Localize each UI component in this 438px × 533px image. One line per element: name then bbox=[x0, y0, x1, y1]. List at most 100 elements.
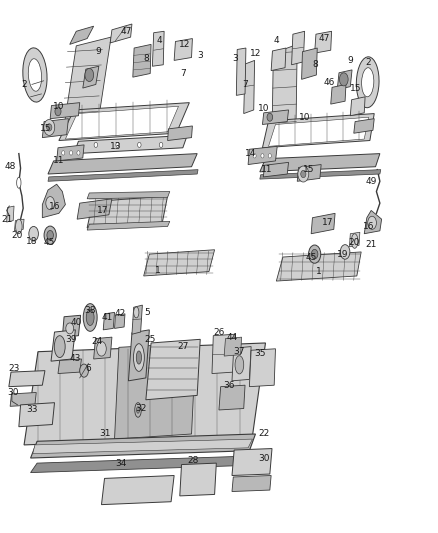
Text: 15: 15 bbox=[303, 165, 315, 174]
Polygon shape bbox=[115, 343, 196, 439]
Polygon shape bbox=[7, 206, 14, 222]
Polygon shape bbox=[50, 103, 80, 119]
Polygon shape bbox=[103, 312, 115, 330]
Text: 15: 15 bbox=[40, 124, 52, 133]
Polygon shape bbox=[232, 475, 271, 491]
Polygon shape bbox=[58, 359, 81, 374]
Polygon shape bbox=[87, 191, 170, 199]
Polygon shape bbox=[144, 250, 215, 276]
Text: 34: 34 bbox=[115, 458, 126, 467]
Text: 5: 5 bbox=[144, 308, 150, 317]
Polygon shape bbox=[146, 340, 200, 400]
Text: 2: 2 bbox=[21, 80, 27, 89]
Text: 45: 45 bbox=[44, 238, 55, 247]
Text: 40: 40 bbox=[71, 318, 82, 327]
Polygon shape bbox=[168, 126, 192, 141]
Text: 13: 13 bbox=[110, 142, 121, 151]
Ellipse shape bbox=[267, 113, 273, 121]
Text: 17: 17 bbox=[322, 219, 333, 227]
Polygon shape bbox=[337, 70, 352, 90]
Polygon shape bbox=[260, 154, 380, 172]
Polygon shape bbox=[237, 48, 246, 95]
Polygon shape bbox=[42, 119, 68, 138]
Polygon shape bbox=[33, 439, 252, 454]
Ellipse shape bbox=[362, 68, 374, 97]
Polygon shape bbox=[63, 37, 111, 132]
Ellipse shape bbox=[308, 245, 321, 263]
Polygon shape bbox=[224, 337, 241, 356]
Ellipse shape bbox=[94, 142, 98, 148]
Text: 21: 21 bbox=[2, 215, 13, 224]
Polygon shape bbox=[83, 66, 99, 88]
Polygon shape bbox=[48, 154, 197, 174]
Ellipse shape bbox=[138, 142, 141, 148]
Text: 47: 47 bbox=[318, 34, 330, 43]
Polygon shape bbox=[14, 219, 24, 231]
Ellipse shape bbox=[47, 230, 53, 240]
Polygon shape bbox=[74, 135, 187, 154]
Ellipse shape bbox=[351, 234, 358, 248]
Ellipse shape bbox=[235, 356, 244, 374]
Polygon shape bbox=[128, 330, 149, 381]
Polygon shape bbox=[19, 402, 54, 427]
Polygon shape bbox=[9, 370, 45, 386]
Ellipse shape bbox=[77, 151, 80, 155]
Text: 8: 8 bbox=[143, 54, 149, 63]
Polygon shape bbox=[302, 48, 317, 79]
Ellipse shape bbox=[62, 151, 65, 155]
Polygon shape bbox=[77, 199, 112, 219]
Ellipse shape bbox=[17, 177, 21, 188]
Polygon shape bbox=[260, 169, 381, 179]
Polygon shape bbox=[297, 165, 321, 181]
Ellipse shape bbox=[339, 73, 348, 86]
Ellipse shape bbox=[97, 342, 106, 356]
Polygon shape bbox=[232, 449, 272, 475]
Polygon shape bbox=[263, 163, 289, 177]
Polygon shape bbox=[115, 314, 125, 328]
Text: 3: 3 bbox=[232, 54, 238, 63]
Text: 37: 37 bbox=[233, 347, 245, 356]
Ellipse shape bbox=[16, 219, 22, 234]
Polygon shape bbox=[244, 60, 254, 114]
Polygon shape bbox=[174, 38, 192, 60]
Text: 31: 31 bbox=[99, 430, 110, 439]
Text: 1: 1 bbox=[316, 267, 322, 276]
Text: 15: 15 bbox=[350, 84, 361, 93]
Ellipse shape bbox=[46, 197, 54, 209]
Polygon shape bbox=[249, 349, 276, 386]
Ellipse shape bbox=[28, 59, 42, 91]
Ellipse shape bbox=[55, 107, 61, 116]
Text: 2: 2 bbox=[365, 58, 371, 67]
Ellipse shape bbox=[298, 166, 309, 182]
Polygon shape bbox=[271, 48, 286, 70]
Text: 3: 3 bbox=[198, 51, 203, 60]
Polygon shape bbox=[31, 434, 255, 458]
Text: 17: 17 bbox=[97, 206, 108, 215]
Ellipse shape bbox=[134, 307, 139, 318]
Text: 20: 20 bbox=[348, 238, 360, 247]
Text: 26: 26 bbox=[213, 328, 225, 336]
Ellipse shape bbox=[136, 351, 141, 364]
Text: 28: 28 bbox=[187, 456, 198, 465]
Text: 11: 11 bbox=[53, 156, 65, 165]
Text: 27: 27 bbox=[177, 342, 188, 351]
Polygon shape bbox=[87, 196, 168, 228]
Text: 11: 11 bbox=[261, 165, 272, 174]
Ellipse shape bbox=[268, 154, 272, 158]
Polygon shape bbox=[62, 316, 81, 337]
Polygon shape bbox=[262, 114, 374, 148]
Ellipse shape bbox=[54, 336, 65, 358]
Ellipse shape bbox=[66, 323, 74, 334]
Polygon shape bbox=[94, 337, 112, 359]
Polygon shape bbox=[314, 31, 332, 53]
Ellipse shape bbox=[85, 68, 94, 82]
Polygon shape bbox=[132, 305, 142, 334]
Text: 7: 7 bbox=[180, 69, 186, 78]
Text: 9: 9 bbox=[347, 56, 353, 65]
Text: 10: 10 bbox=[299, 112, 311, 122]
Ellipse shape bbox=[311, 249, 318, 259]
Polygon shape bbox=[31, 456, 255, 473]
Polygon shape bbox=[364, 211, 381, 234]
Text: 32: 32 bbox=[135, 404, 146, 413]
Polygon shape bbox=[180, 463, 216, 496]
